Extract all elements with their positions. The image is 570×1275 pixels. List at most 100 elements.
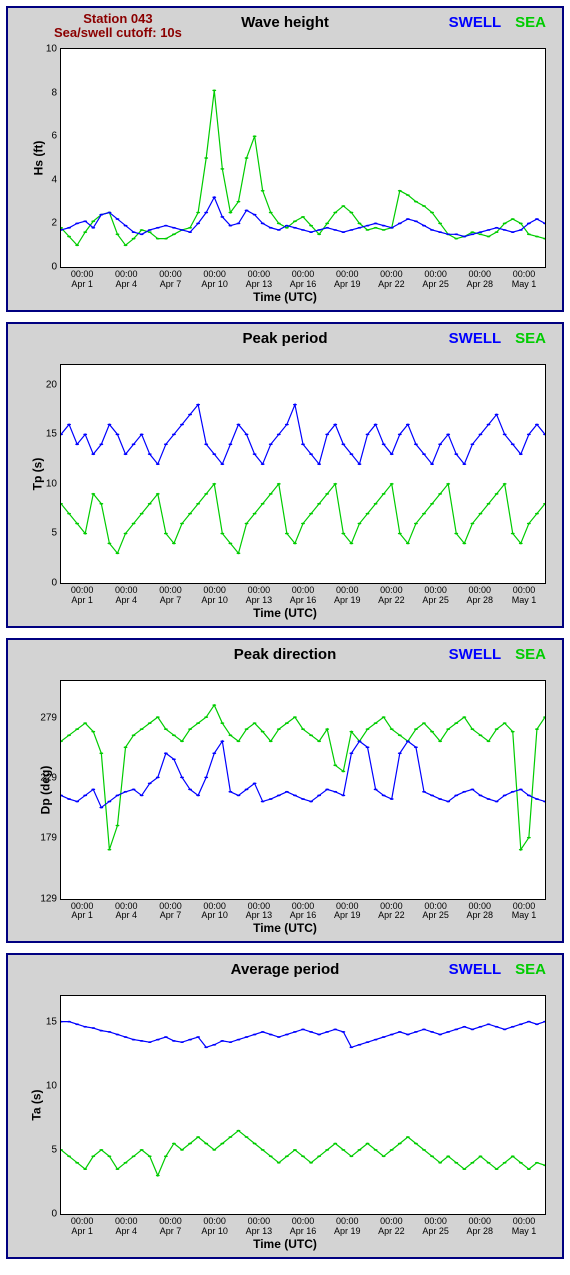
swell-marker xyxy=(527,433,531,435)
sea-marker xyxy=(341,1149,345,1151)
y-tick: 279 xyxy=(31,712,57,723)
sea-marker xyxy=(148,1156,152,1158)
sea-marker xyxy=(454,238,458,240)
swell-marker xyxy=(414,220,418,222)
sea-marker xyxy=(196,503,200,505)
plot-area: Dp (deg)129179229279 xyxy=(60,680,546,900)
sea-marker xyxy=(253,135,257,137)
swell-marker xyxy=(527,223,531,225)
swell-marker xyxy=(164,752,168,754)
sea-marker xyxy=(91,730,95,732)
swell-marker xyxy=(487,229,491,231)
swell-marker xyxy=(83,433,87,435)
swell-marker xyxy=(390,1034,394,1036)
sea-marker xyxy=(140,728,144,730)
swell-marker xyxy=(293,1031,297,1033)
swell-marker xyxy=(172,227,176,229)
sea-marker xyxy=(220,1143,224,1145)
sea-marker xyxy=(75,728,79,730)
swell-marker xyxy=(220,1040,224,1042)
y-tick: 10 xyxy=(31,1081,57,1092)
x-axis-label: Time (UTC) xyxy=(14,921,556,939)
sea-marker xyxy=(140,1149,144,1151)
swell-marker xyxy=(309,800,313,802)
sea-marker xyxy=(487,1162,491,1164)
swell-marker xyxy=(124,1037,128,1039)
swell-marker xyxy=(366,433,370,435)
sea-marker xyxy=(422,205,426,207)
swell-marker xyxy=(414,1031,418,1033)
x-ticks: 00:00Apr 100:00Apr 400:00Apr 700:00Apr 1… xyxy=(60,586,546,606)
sea-marker xyxy=(164,238,168,240)
swell-marker xyxy=(519,1024,523,1026)
sea-marker xyxy=(204,716,208,718)
sea-marker xyxy=(390,1149,394,1151)
swell-marker xyxy=(382,1037,386,1039)
swell-marker xyxy=(67,798,71,800)
sea-marker xyxy=(83,231,87,233)
x-tick: 00:00Apr 16 xyxy=(281,902,325,922)
swell-marker xyxy=(237,423,241,425)
sea-marker xyxy=(228,542,232,544)
swell-marker xyxy=(438,798,442,800)
sea-marker xyxy=(470,1162,474,1164)
swell-marker xyxy=(487,1024,491,1026)
swell-marker xyxy=(325,227,329,229)
swell-marker xyxy=(196,223,200,225)
sea-marker xyxy=(470,522,474,524)
sea-marker xyxy=(519,223,523,225)
sea-marker xyxy=(446,1156,450,1158)
sea-marker xyxy=(543,503,545,505)
y-ticks: 051015 xyxy=(31,996,57,1214)
y-ticks: 0246810 xyxy=(31,49,57,267)
sea-marker xyxy=(245,522,249,524)
sea-marker xyxy=(309,225,313,227)
y-tick: 179 xyxy=(31,833,57,844)
sea-marker xyxy=(454,722,458,724)
sea-marker xyxy=(519,542,523,544)
swell-marker xyxy=(406,218,410,220)
swell-marker xyxy=(535,1024,539,1026)
swell-marker xyxy=(156,227,160,229)
swell-marker xyxy=(91,227,95,229)
swell-marker xyxy=(398,223,402,225)
sea-marker xyxy=(527,522,531,524)
sea-marker xyxy=(479,734,483,736)
swell-marker xyxy=(317,794,321,796)
swell-marker xyxy=(341,794,345,796)
sea-marker xyxy=(325,493,329,495)
sea-marker xyxy=(164,728,168,730)
sea-marker xyxy=(67,513,71,515)
y-tick: 5 xyxy=(31,1145,57,1156)
swell-marker xyxy=(341,1031,345,1033)
sea-marker xyxy=(503,223,507,225)
sea-marker xyxy=(470,728,474,730)
sea-marker xyxy=(317,503,321,505)
sea-marker xyxy=(374,1149,378,1151)
swell-marker xyxy=(261,800,265,802)
sea-marker xyxy=(317,1156,321,1158)
plot-area: Tp (s)05101520 xyxy=(60,364,546,584)
swell-marker xyxy=(67,1021,71,1023)
swell-marker xyxy=(317,229,321,231)
swell-marker xyxy=(333,423,337,425)
sea-marker xyxy=(124,746,128,748)
swell-marker xyxy=(196,1037,200,1039)
sea-marker xyxy=(341,532,345,534)
swell-marker xyxy=(309,231,313,233)
legend-swell: SWELL xyxy=(449,961,502,978)
x-tick: 00:00Apr 1 xyxy=(60,902,104,922)
x-tick: 00:00May 1 xyxy=(502,902,546,922)
swell-marker xyxy=(156,1039,160,1041)
sea-marker xyxy=(140,513,144,515)
sea-marker xyxy=(503,1162,507,1164)
swell-marker xyxy=(309,453,313,455)
swell-marker xyxy=(67,423,71,425)
sea-marker xyxy=(188,513,192,515)
swell-marker xyxy=(172,433,176,435)
sea-marker xyxy=(398,734,402,736)
sea-marker xyxy=(349,542,353,544)
swell-marker xyxy=(333,790,337,792)
swell-marker xyxy=(438,231,442,233)
swell-marker xyxy=(527,1021,531,1023)
